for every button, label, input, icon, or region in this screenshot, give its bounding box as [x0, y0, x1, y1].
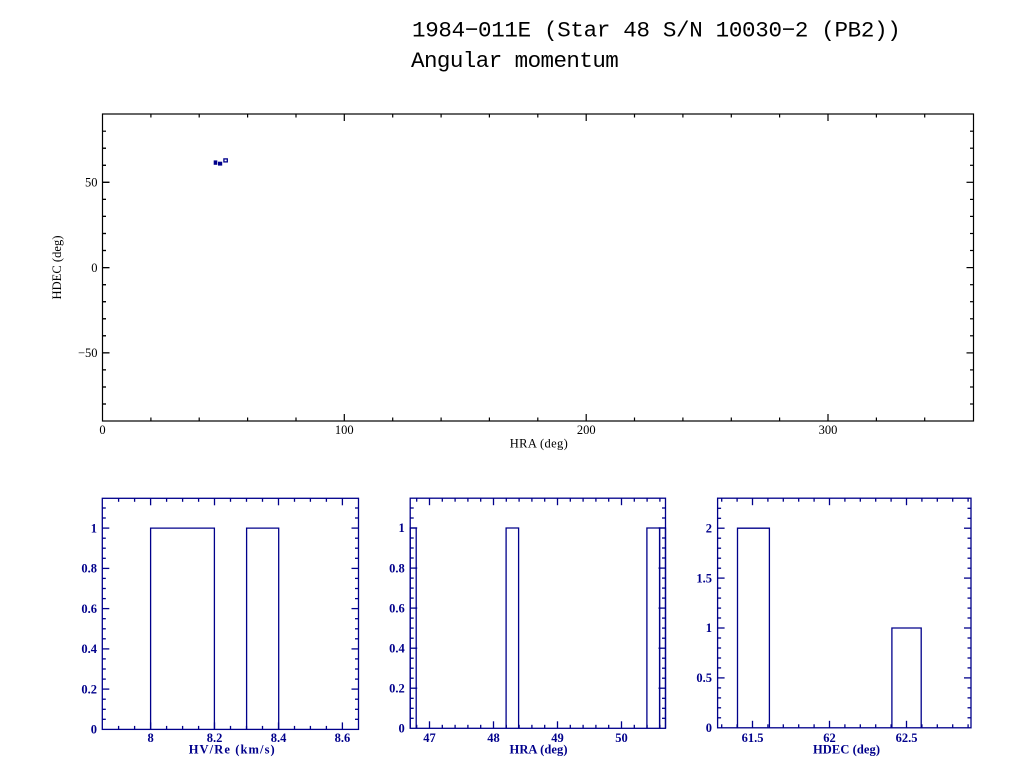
svg-text:62: 62 — [823, 731, 836, 745]
svg-text:0.2: 0.2 — [389, 681, 405, 695]
svg-text:48: 48 — [487, 731, 500, 745]
svg-text:0: 0 — [706, 721, 712, 735]
svg-text:100: 100 — [335, 423, 354, 437]
svg-text:61.5: 61.5 — [742, 731, 764, 745]
svg-text:8.2: 8.2 — [207, 731, 223, 745]
svg-text:HDEC (deg): HDEC (deg) — [813, 743, 880, 757]
svg-text:0.8: 0.8 — [81, 562, 97, 576]
svg-text:0.6: 0.6 — [81, 602, 97, 616]
svg-text:1.5: 1.5 — [696, 571, 712, 585]
svg-text:8: 8 — [147, 731, 153, 745]
svg-text:2: 2 — [706, 521, 712, 535]
svg-text:0.5: 0.5 — [696, 671, 712, 685]
svg-text:0.4: 0.4 — [389, 641, 405, 655]
svg-text:50: 50 — [85, 176, 98, 190]
svg-text:1984−011E (Star 48 S/N 10030−2: 1984−011E (Star 48 S/N 10030−2 (PB2)) — [412, 18, 900, 44]
svg-text:0: 0 — [91, 723, 97, 737]
svg-text:HV/Re (km/s): HV/Re (km/s) — [189, 743, 275, 757]
svg-text:1: 1 — [399, 521, 405, 535]
svg-text:Angular momentum: Angular momentum — [411, 48, 618, 74]
svg-text:0: 0 — [399, 722, 405, 736]
svg-text:0.6: 0.6 — [389, 601, 405, 615]
svg-text:HRA (deg): HRA (deg) — [510, 437, 568, 451]
svg-text:300: 300 — [819, 423, 838, 437]
svg-text:0.2: 0.2 — [81, 682, 97, 696]
svg-text:49: 49 — [551, 731, 564, 745]
svg-text:0: 0 — [99, 423, 105, 437]
svg-text:200: 200 — [577, 423, 596, 437]
svg-text:0.8: 0.8 — [389, 561, 405, 575]
svg-text:−50: −50 — [78, 346, 98, 360]
svg-text:HRA (deg): HRA (deg) — [510, 743, 568, 757]
svg-text:50: 50 — [615, 731, 628, 745]
svg-text:1: 1 — [91, 521, 97, 535]
svg-text:0: 0 — [91, 261, 97, 275]
svg-text:1: 1 — [706, 621, 712, 635]
svg-text:0.4: 0.4 — [81, 642, 97, 656]
svg-text:HDEC (deg): HDEC (deg) — [50, 236, 64, 300]
svg-text:62.5: 62.5 — [896, 731, 918, 745]
svg-text:8.4: 8.4 — [271, 731, 287, 745]
svg-text:47: 47 — [423, 731, 436, 745]
svg-text:8.6: 8.6 — [335, 731, 351, 745]
